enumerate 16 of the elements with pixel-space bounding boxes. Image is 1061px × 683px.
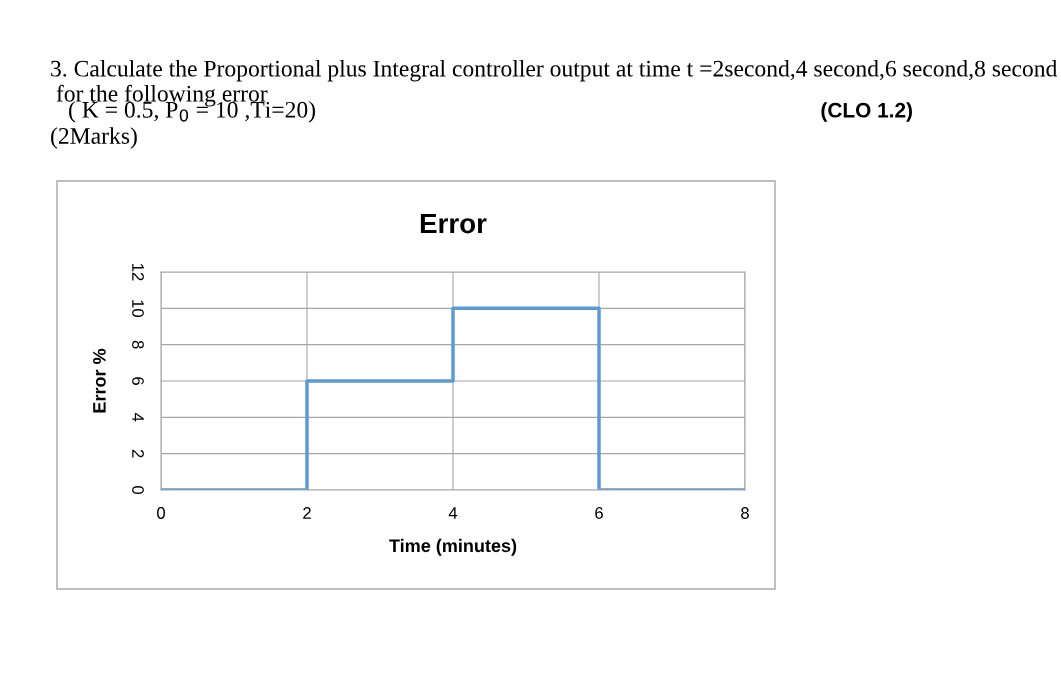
x-axis-title: Time (minutes): [389, 538, 517, 556]
y-tick-label: 6: [132, 377, 144, 385]
y-tick-label: 12: [132, 264, 144, 281]
x-tick-label: 4: [448, 507, 458, 519]
y-axis-title: Error %: [93, 348, 106, 413]
y-tick-label: 0: [132, 486, 144, 494]
x-tick-label: 6: [595, 507, 603, 519]
x-tick-label: 2: [303, 507, 311, 519]
y-tick-label: 4: [132, 413, 144, 422]
chart-title: Error: [420, 214, 487, 234]
y-tick-label: 10: [132, 300, 144, 317]
y-tick-label: 2: [132, 449, 144, 458]
x-tick-label: 8: [741, 507, 749, 519]
y-tick-label: 8: [132, 340, 144, 349]
x-tick-label: 0: [157, 507, 165, 519]
text: (2Marks): [51, 127, 137, 149]
